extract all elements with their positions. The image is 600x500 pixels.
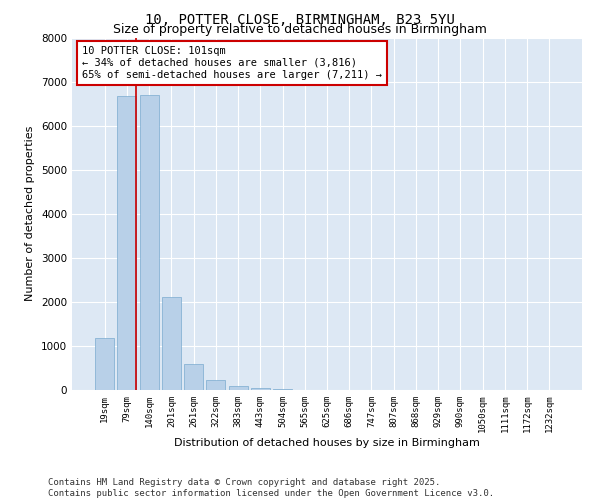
X-axis label: Distribution of detached houses by size in Birmingham: Distribution of detached houses by size … <box>174 438 480 448</box>
Bar <box>184 364 203 390</box>
Bar <box>95 338 114 390</box>
Text: 10 POTTER CLOSE: 101sqm
← 34% of detached houses are smaller (3,816)
65% of semi: 10 POTTER CLOSE: 101sqm ← 34% of detache… <box>82 46 382 80</box>
Y-axis label: Number of detached properties: Number of detached properties <box>25 126 35 302</box>
Text: Size of property relative to detached houses in Birmingham: Size of property relative to detached ho… <box>113 22 487 36</box>
Bar <box>206 380 225 390</box>
Bar <box>229 386 248 390</box>
Bar <box>162 298 181 390</box>
Bar <box>140 95 158 390</box>
Text: 10, POTTER CLOSE, BIRMINGHAM, B23 5YU: 10, POTTER CLOSE, BIRMINGHAM, B23 5YU <box>145 12 455 26</box>
Bar <box>251 388 270 390</box>
Bar <box>118 96 136 390</box>
Text: Contains HM Land Registry data © Crown copyright and database right 2025.
Contai: Contains HM Land Registry data © Crown c… <box>48 478 494 498</box>
